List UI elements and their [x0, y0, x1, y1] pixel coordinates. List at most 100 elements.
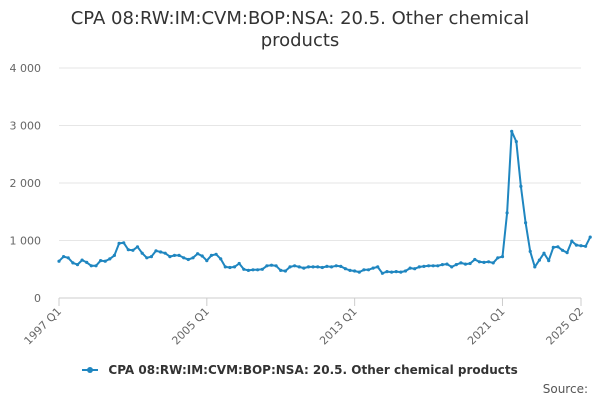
- data-point[interactable]: [357, 270, 361, 274]
- data-point[interactable]: [316, 265, 320, 269]
- data-point[interactable]: [71, 261, 75, 265]
- data-point[interactable]: [390, 270, 394, 274]
- data-point[interactable]: [214, 252, 218, 256]
- data-point[interactable]: [85, 260, 89, 264]
- data-point[interactable]: [487, 260, 491, 264]
- data-point[interactable]: [274, 264, 278, 268]
- data-point[interactable]: [533, 265, 537, 269]
- data-point[interactable]: [293, 264, 297, 268]
- data-point[interactable]: [94, 264, 98, 268]
- data-point[interactable]: [440, 263, 444, 267]
- data-point[interactable]: [251, 268, 255, 272]
- data-point[interactable]: [574, 243, 579, 247]
- data-point[interactable]: [496, 256, 500, 260]
- data-point[interactable]: [343, 267, 347, 271]
- data-point[interactable]: [413, 267, 417, 271]
- data-point[interactable]: [417, 265, 421, 269]
- data-point[interactable]: [209, 253, 213, 257]
- data-point[interactable]: [505, 211, 509, 215]
- data-point[interactable]: [269, 263, 274, 267]
- data-point[interactable]: [385, 270, 389, 274]
- data-point[interactable]: [408, 266, 412, 270]
- data-point[interactable]: [89, 264, 93, 268]
- data-point[interactable]: [75, 263, 80, 267]
- legend[interactable]: CPA 08:RW:IM:CVM:BOP:NSA: 20.5. Other ch…: [0, 363, 600, 377]
- data-point[interactable]: [288, 265, 292, 269]
- data-point[interactable]: [537, 258, 542, 262]
- data-point[interactable]: [463, 262, 468, 266]
- data-point[interactable]: [427, 264, 431, 268]
- data-point[interactable]: [560, 248, 565, 252]
- data-point[interactable]: [126, 248, 130, 252]
- data-point[interactable]: [149, 255, 153, 259]
- data-point[interactable]: [514, 140, 518, 144]
- data-point[interactable]: [103, 259, 107, 263]
- source-label[interactable]: Source:: [542, 382, 588, 396]
- data-point[interactable]: [219, 257, 223, 261]
- data-point[interactable]: [80, 258, 84, 262]
- data-point[interactable]: [122, 241, 126, 245]
- data-point[interactable]: [329, 265, 334, 269]
- data-point[interactable]: [376, 265, 380, 269]
- data-point[interactable]: [279, 268, 283, 272]
- data-point[interactable]: [468, 261, 472, 266]
- data-point[interactable]: [570, 239, 574, 243]
- data-point[interactable]: [547, 259, 551, 263]
- data-point[interactable]: [320, 265, 324, 270]
- data-point[interactable]: [256, 268, 260, 272]
- data-point[interactable]: [223, 265, 227, 269]
- data-point[interactable]: [422, 264, 426, 268]
- data-point[interactable]: [99, 259, 103, 263]
- data-point[interactable]: [154, 249, 158, 253]
- data-point[interactable]: [163, 251, 167, 255]
- data-point[interactable]: [366, 268, 371, 272]
- data-point[interactable]: [191, 256, 195, 260]
- data-point[interactable]: [108, 257, 112, 261]
- data-point[interactable]: [399, 270, 403, 274]
- data-point[interactable]: [556, 245, 560, 249]
- data-point[interactable]: [519, 184, 523, 188]
- data-point[interactable]: [473, 257, 477, 262]
- data-point[interactable]: [454, 263, 458, 267]
- data-point[interactable]: [186, 257, 190, 262]
- data-point[interactable]: [228, 265, 232, 270]
- data-point[interactable]: [242, 267, 246, 271]
- data-point[interactable]: [172, 253, 177, 257]
- data-point[interactable]: [510, 129, 514, 133]
- data-point[interactable]: [237, 261, 241, 266]
- data-point[interactable]: [348, 268, 352, 272]
- data-point[interactable]: [62, 255, 66, 259]
- data-point[interactable]: [177, 253, 181, 257]
- data-point[interactable]: [302, 266, 306, 270]
- data-point[interactable]: [306, 265, 311, 269]
- data-point[interactable]: [528, 249, 532, 253]
- data-point[interactable]: [362, 268, 366, 272]
- data-point[interactable]: [500, 255, 505, 259]
- data-point[interactable]: [283, 269, 287, 273]
- data-point[interactable]: [482, 260, 486, 264]
- data-point[interactable]: [588, 235, 592, 239]
- data-point[interactable]: [135, 245, 140, 249]
- data-point[interactable]: [459, 261, 463, 265]
- data-point[interactable]: [403, 269, 408, 273]
- data-point[interactable]: [196, 252, 200, 256]
- data-point[interactable]: [551, 245, 555, 249]
- data-point[interactable]: [353, 269, 357, 273]
- data-point[interactable]: [200, 254, 204, 258]
- data-point[interactable]: [140, 251, 144, 255]
- data-point[interactable]: [182, 256, 186, 260]
- data-point[interactable]: [117, 241, 121, 245]
- data-point[interactable]: [232, 265, 237, 269]
- data-point[interactable]: [265, 264, 269, 268]
- data-point[interactable]: [394, 270, 398, 274]
- data-point[interactable]: [584, 244, 588, 248]
- data-point[interactable]: [57, 259, 61, 263]
- data-point[interactable]: [491, 261, 495, 265]
- data-point[interactable]: [565, 251, 569, 255]
- data-point[interactable]: [445, 262, 449, 266]
- data-point[interactable]: [168, 255, 172, 259]
- data-point[interactable]: [436, 264, 440, 268]
- data-point[interactable]: [66, 256, 70, 260]
- data-point[interactable]: [159, 250, 163, 254]
- data-point[interactable]: [205, 259, 209, 263]
